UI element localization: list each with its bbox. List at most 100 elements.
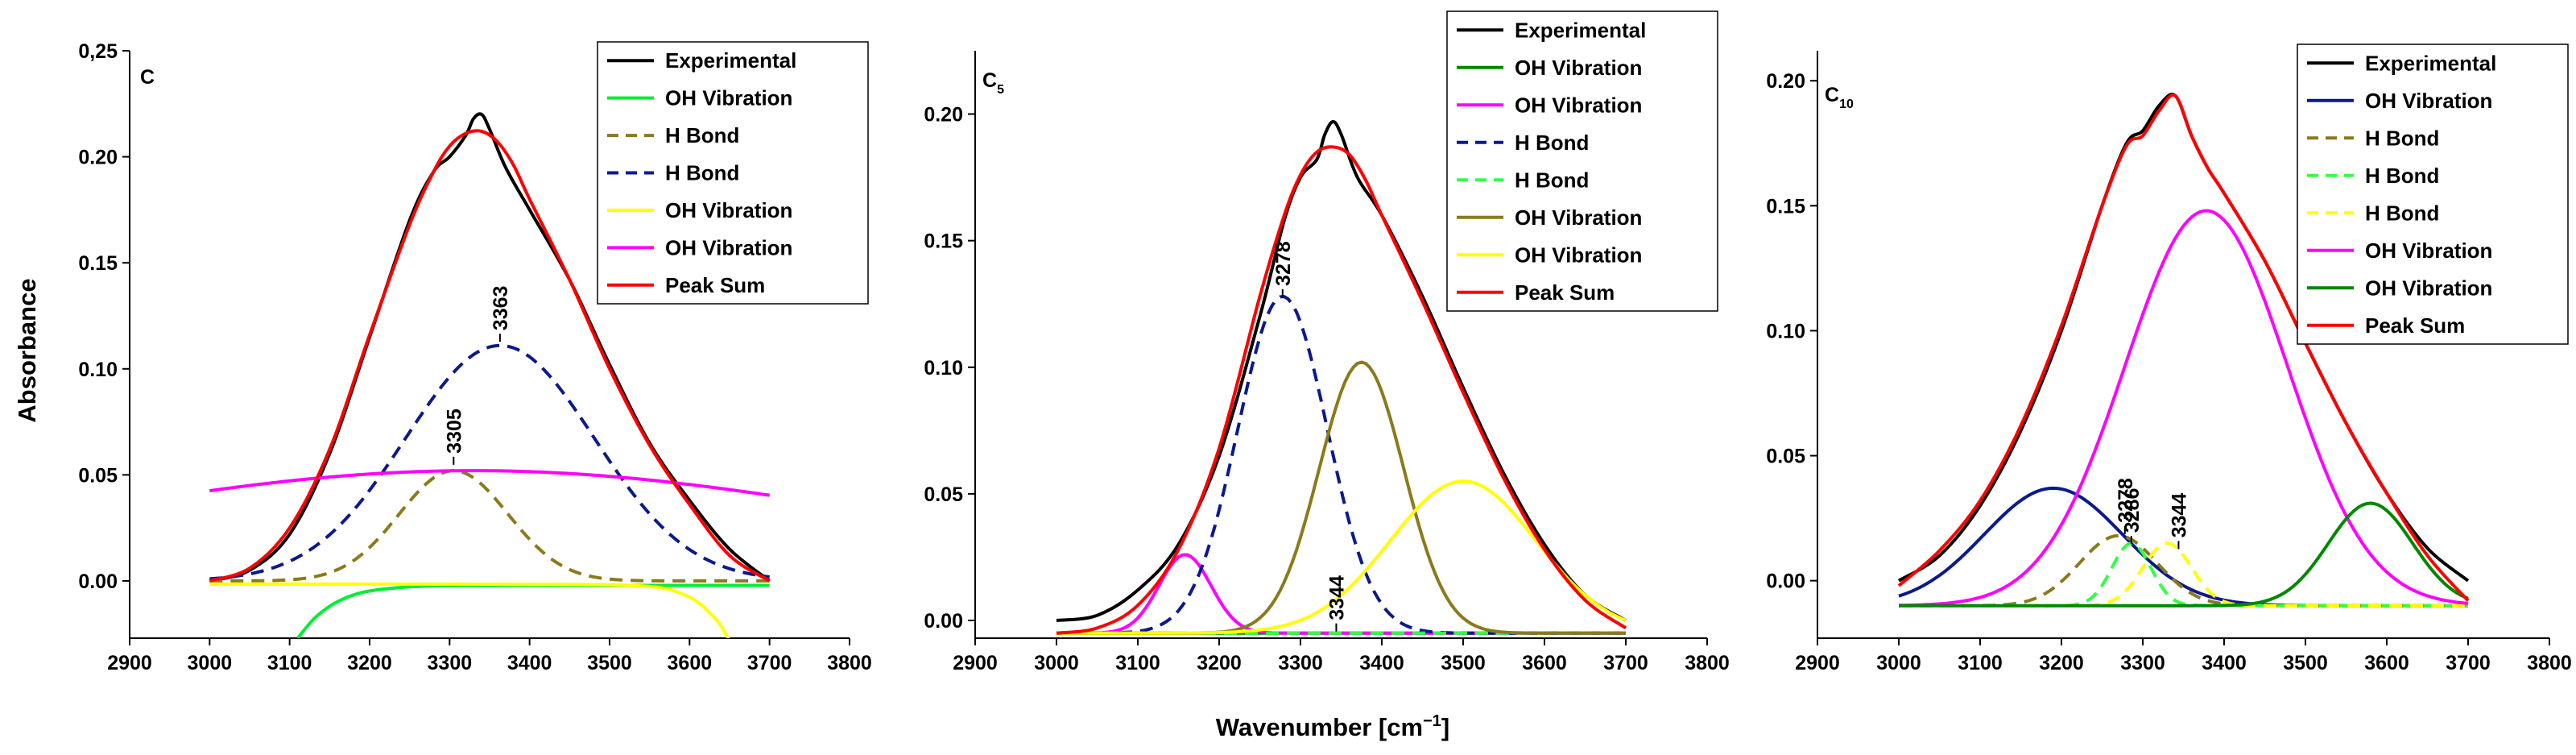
series-line-7: [1056, 479, 1627, 635]
series-line-4: [209, 343, 770, 581]
peak-annotation: 3286: [2121, 488, 2144, 545]
legend-label: Peak Sum: [1515, 280, 1615, 305]
x-tick-label: 3300: [428, 652, 473, 674]
panel-label: C10: [1825, 84, 1854, 111]
x-tick-label: 3600: [2364, 652, 2409, 674]
series-line-7: [1899, 501, 2469, 608]
x-axis-label: Wavenumber [cm−1]: [1216, 712, 1449, 741]
x-axis-label-end: ]: [1441, 713, 1449, 741]
legend-label: OH Vibration: [2365, 89, 2492, 113]
y-tick-label: 0.20: [78, 147, 118, 169]
x-tick-label: 3700: [2446, 652, 2491, 674]
x-tick-label: 3100: [267, 652, 312, 674]
x-tick-label: 3600: [1522, 652, 1567, 674]
series-group: [1897, 93, 2470, 608]
peak-annotation: 3344: [2168, 493, 2190, 550]
y-tick-label: 0.20: [924, 104, 963, 127]
legend-label: Peak Sum: [665, 273, 765, 297]
x-tick-label: 3300: [2120, 652, 2165, 674]
legend: Experimental OH Vibration H Bond H Bond OH V…: [597, 41, 869, 305]
y-tick-label: 0.05: [924, 483, 963, 506]
chart-panels: 2900 3000 3100 3200 3300 3400 3500 3600 3700 3800…: [78, 10, 2572, 674]
x-tick-label: 3500: [1441, 652, 1486, 674]
legend-label: OH Vibration: [2365, 239, 2492, 263]
panel-label-main: C: [1825, 84, 1839, 106]
y-tick-label: 0.20: [1766, 70, 1805, 93]
legend-label: H Bond: [665, 161, 739, 185]
x-tick-label: 3800: [2527, 652, 2572, 674]
series-line-5: [209, 582, 730, 638]
y-tick-label: 0.00: [924, 610, 963, 633]
panel-label: C5: [982, 69, 1004, 97]
legend-label: Experimental: [2365, 51, 2496, 75]
x-tick-label: 3200: [2039, 652, 2084, 674]
peak-annotation-label: 3344: [1325, 575, 1348, 620]
peak-annotation-label: 3305: [443, 409, 465, 454]
legend-label: Experimental: [1515, 18, 1646, 42]
series-line-3: [209, 469, 770, 583]
series-line-6: [209, 469, 770, 497]
x-tick-label: 3700: [747, 652, 792, 674]
peak-annotation-label: 3344: [2168, 493, 2190, 538]
legend-label: OH Vibration: [1515, 243, 1642, 267]
series-line-7: [209, 129, 771, 583]
x-tick-label: 3100: [1115, 652, 1160, 674]
x-tick-label: 3800: [827, 652, 872, 674]
series-line-6: [1898, 209, 2469, 608]
y-tick-label: 0.05: [78, 464, 118, 487]
chart-panel-2: 2900 3000 3100 3200 3300 3400 3500 3600 3700 3800…: [924, 10, 1730, 674]
panel-label-main: C: [982, 69, 997, 92]
series-group: [209, 112, 771, 638]
peak-annotation: 3278: [2115, 478, 2137, 534]
peak-annotation-label: 3363: [490, 286, 512, 331]
x-axis-label-main: Wavenumber [cm: [1216, 713, 1423, 741]
legend-label: H Bond: [665, 123, 739, 147]
legend-label: OH Vibration: [2365, 276, 2492, 300]
x-tick-label: 3400: [1359, 652, 1404, 674]
legend-box: [597, 41, 869, 305]
peak-annotation: 3305: [443, 409, 465, 465]
x-tick-label: 3000: [1876, 652, 1921, 674]
peak-annotation-label: 3286: [2121, 488, 2144, 533]
legend-box: [1446, 10, 1718, 312]
x-tick-label: 3200: [1197, 652, 1242, 674]
peak-annotation-label: 3278: [1272, 241, 1295, 286]
peak-annotation: 3278: [1272, 241, 1295, 297]
legend-label: H Bond: [1515, 168, 1589, 192]
x-tick-label: 2900: [1795, 652, 1840, 674]
y-tick-label: 0.00: [1766, 570, 1805, 593]
legend-label: OH Vibration: [1515, 56, 1642, 80]
panel-label: C: [140, 66, 155, 89]
legend-label: H Bond: [2365, 164, 2439, 188]
x-tick-label: 2900: [953, 652, 998, 674]
peak-annotation: 3363: [490, 286, 512, 342]
legend-label: OH Vibration: [665, 198, 792, 222]
legend-label: Peak Sum: [2365, 313, 2465, 338]
x-tick-label: 3500: [2283, 652, 2328, 674]
legend-label: Experimental: [665, 48, 796, 73]
series-group: [1056, 120, 1627, 635]
y-tick-label: 0.10: [924, 357, 963, 380]
legend-label: H Bond: [1515, 131, 1589, 155]
series-line-8: [1897, 93, 2470, 602]
x-tick-label: 3000: [1034, 652, 1079, 674]
x-tick-label: 3800: [1685, 652, 1730, 674]
y-tick-label: 0.15: [924, 230, 963, 253]
y-tick-label: 0,25: [78, 40, 118, 63]
legend-box: [2297, 44, 2569, 345]
peak-annotation-label: 3278: [2115, 478, 2137, 523]
legend-label: OH Vibration: [665, 235, 792, 259]
legend-label: OH Vibration: [1515, 93, 1642, 117]
y-tick-label: 0.15: [78, 252, 118, 275]
x-tick-label: 3400: [507, 652, 552, 674]
panel-label-subscript: 5: [997, 83, 1004, 97]
y-tick-label: 0.10: [1766, 320, 1805, 342]
y-tick-label: 0.15: [1766, 195, 1805, 218]
x-tick-label: 3700: [1603, 652, 1648, 674]
x-tick-label: 3600: [668, 652, 713, 674]
peak-annotation: 3344: [1325, 575, 1348, 632]
x-tick-label: 3400: [2202, 652, 2247, 674]
y-tick-label: 0.10: [78, 359, 118, 381]
legend: Experimental OH Vibration H Bond H Bond H Bo…: [2297, 44, 2569, 345]
